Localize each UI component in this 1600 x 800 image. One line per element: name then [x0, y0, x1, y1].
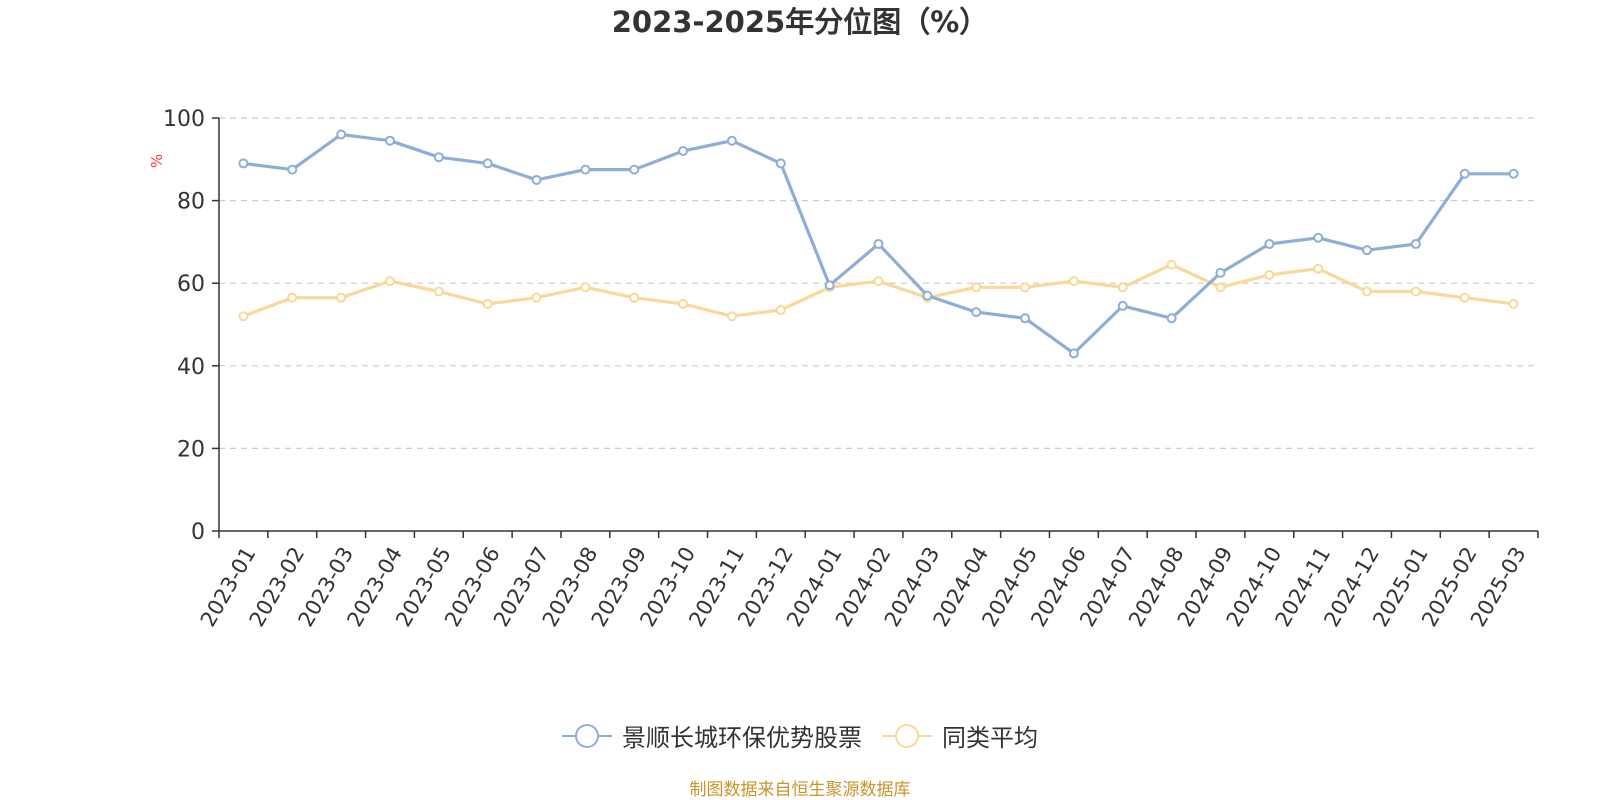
series-peer-average [238, 259, 1519, 322]
data-point[interactable] [873, 238, 884, 249]
y-tick-label: 40 [177, 355, 205, 380]
data-point[interactable] [384, 135, 395, 146]
series-lines [238, 129, 1519, 359]
data-point[interactable] [482, 298, 493, 309]
y-tick-label: 20 [177, 437, 205, 462]
data-point[interactable] [1459, 168, 1470, 179]
series-line [242, 263, 1514, 318]
y-axis-label: % [148, 154, 166, 168]
legend-marker-icon [882, 723, 932, 748]
data-point[interactable] [1313, 232, 1324, 243]
legend: 景顺长城环保优势股票 同类平均 [0, 718, 1600, 753]
data-point[interactable] [922, 290, 933, 301]
data-point[interactable] [1410, 238, 1421, 249]
data-point[interactable] [678, 146, 689, 157]
data-point[interactable] [1020, 313, 1031, 324]
data-point[interactable] [678, 298, 689, 309]
data-point[interactable] [336, 129, 347, 140]
data-point[interactable] [433, 152, 444, 163]
data-point[interactable] [971, 307, 982, 318]
data-point[interactable] [873, 276, 884, 287]
data-point[interactable] [1117, 282, 1128, 293]
data-point[interactable] [629, 164, 640, 175]
data-point[interactable] [726, 135, 737, 146]
y-tick-label: 80 [177, 190, 205, 215]
data-point[interactable] [1020, 282, 1031, 293]
chart-title: 2023-2025年分位图（%） [611, 5, 989, 39]
data-point[interactable] [1264, 269, 1275, 280]
data-point[interactable] [287, 292, 298, 303]
data-point[interactable] [726, 311, 737, 322]
data-point[interactable] [336, 292, 347, 303]
data-point[interactable] [531, 174, 542, 185]
data-point[interactable] [629, 292, 640, 303]
data-point[interactable] [433, 286, 444, 297]
data-point[interactable] [1215, 267, 1226, 278]
data-point[interactable] [1166, 259, 1177, 270]
data-point[interactable] [1068, 348, 1079, 359]
y-tick-labels: 0 20 40 60 80 100 [163, 107, 219, 545]
data-point[interactable] [1313, 263, 1324, 274]
data-point[interactable] [531, 292, 542, 303]
data-point[interactable] [1068, 276, 1079, 287]
data-point[interactable] [482, 158, 493, 169]
source-note: 制图数据来自恒生聚源数据库 [689, 780, 911, 800]
data-point[interactable] [1117, 300, 1128, 311]
data-point[interactable] [580, 164, 591, 175]
x-tick-labels: 2023-012023-022023-032023-042023-052023-… [196, 531, 1539, 631]
legend-item-peer-average[interactable]: 同类平均 [882, 718, 1038, 753]
legend-label-peer-average: 同类平均 [942, 724, 1038, 752]
data-point[interactable] [238, 311, 249, 322]
legend-item-fund[interactable]: 景顺长城环保优势股票 [562, 718, 862, 753]
data-point[interactable] [1459, 292, 1470, 303]
axes [218, 118, 1538, 532]
y-tick-label: 60 [177, 272, 205, 297]
data-point[interactable] [1362, 286, 1373, 297]
data-point[interactable] [384, 276, 395, 287]
data-point[interactable] [775, 305, 786, 316]
y-tick-label: 0 [191, 520, 205, 545]
data-point[interactable] [287, 164, 298, 175]
data-point[interactable] [1410, 286, 1421, 297]
data-point[interactable] [971, 282, 982, 293]
legend-marker-icon [562, 723, 612, 748]
y-tick-label: 100 [163, 107, 205, 132]
data-point[interactable] [1215, 282, 1226, 293]
data-point[interactable] [1508, 298, 1519, 309]
data-point[interactable] [1362, 245, 1373, 256]
data-point[interactable] [238, 158, 249, 169]
data-point[interactable] [1166, 313, 1177, 324]
data-point[interactable] [1508, 168, 1519, 179]
legend-label-fund: 景顺长城环保优势股票 [622, 724, 862, 752]
series-fund [238, 129, 1519, 359]
data-point[interactable] [1264, 238, 1275, 249]
data-point[interactable] [824, 280, 835, 291]
data-point[interactable] [580, 282, 591, 293]
data-point[interactable] [775, 158, 786, 169]
